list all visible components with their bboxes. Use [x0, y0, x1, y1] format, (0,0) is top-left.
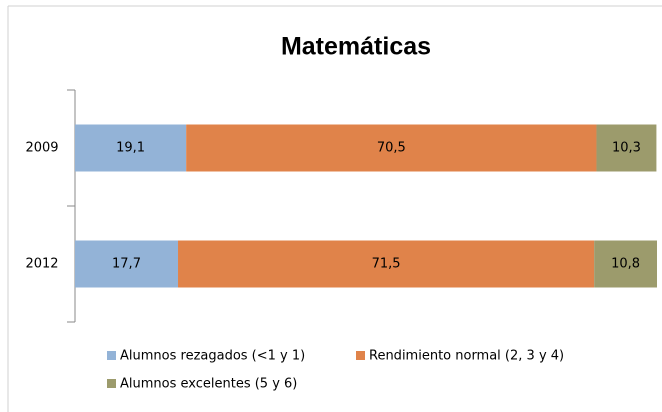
bar-segment: [594, 240, 657, 288]
legend-label: Rendimiento normal (2, 3 y 4): [369, 349, 564, 364]
bar-segment: [186, 124, 597, 172]
legend-swatch: [107, 379, 116, 388]
bar-segment: [596, 124, 657, 172]
legend-swatch: [107, 351, 116, 360]
value-label: 70,5: [377, 141, 406, 156]
value-label: 19,1: [116, 141, 145, 156]
bar-segment: [75, 240, 179, 288]
chart-title: Matemáticas: [281, 33, 431, 61]
bar-segment: [75, 124, 187, 172]
bar-segment: [178, 240, 595, 288]
value-label: 10,3: [612, 141, 641, 156]
value-label: 10,8: [611, 257, 640, 272]
legend-label: Alumnos rezagados (<1 y 1): [120, 349, 305, 364]
y-tick-label: 2009: [25, 141, 58, 156]
y-tick-label: 2012: [25, 257, 58, 272]
value-label: 17,7: [112, 257, 141, 272]
value-label: 71,5: [372, 257, 401, 272]
legend-label: Alumnos excelentes (5 y 6): [120, 377, 297, 392]
legend-swatch: [356, 351, 365, 360]
